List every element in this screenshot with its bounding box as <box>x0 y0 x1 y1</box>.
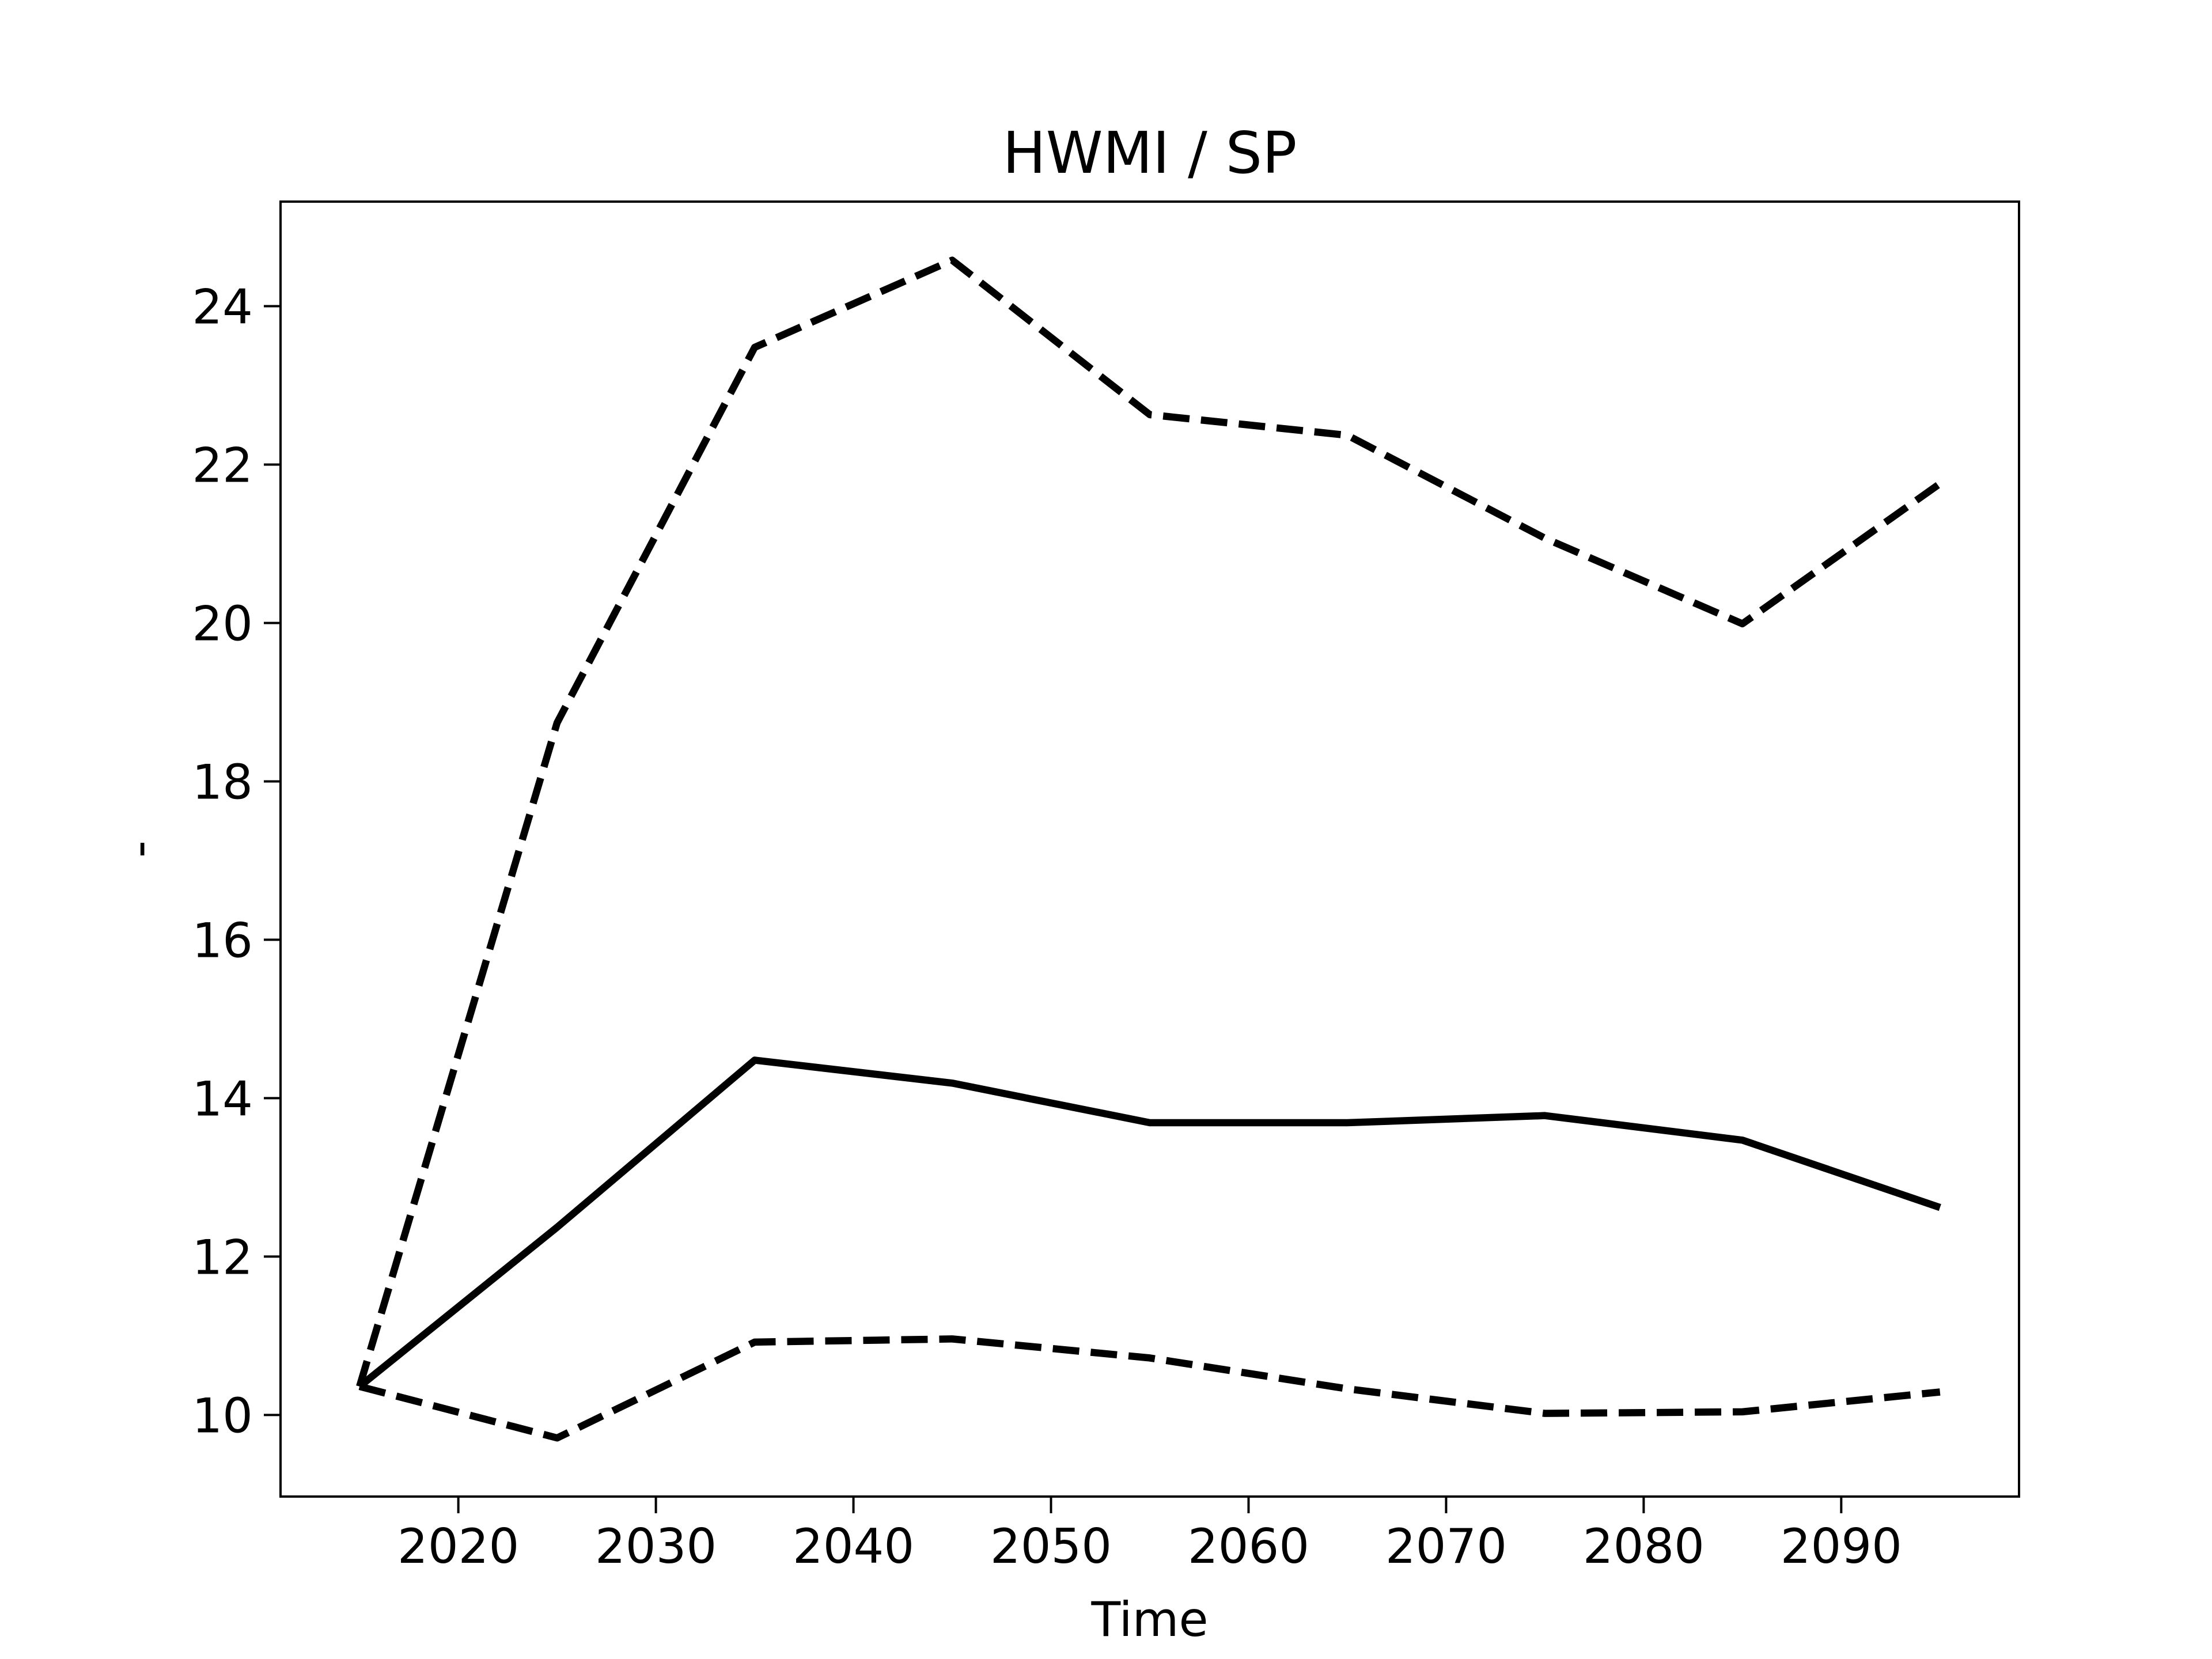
x-tick-label: 2040 <box>793 1518 914 1574</box>
x-tick-label: 2030 <box>595 1518 717 1574</box>
y-tick-label: 10 <box>192 1388 253 1444</box>
x-tick-label: 2050 <box>990 1518 1112 1574</box>
y-tick-label: 20 <box>192 596 253 652</box>
x-axis-label: Time <box>1090 1592 1208 1647</box>
x-tick-label: 2060 <box>1188 1518 1309 1574</box>
line-series <box>357 1056 1941 1389</box>
y-axis-label: - <box>111 840 167 858</box>
y-tick-label: 12 <box>192 1229 253 1285</box>
line-series <box>358 1335 1941 1442</box>
x-tick-label: 2070 <box>1385 1518 1507 1574</box>
line-series <box>356 256 1942 1388</box>
y-tick-label: 24 <box>192 279 253 335</box>
y-tick-label: 16 <box>192 912 253 968</box>
x-tick-label: 2090 <box>1781 1518 1902 1574</box>
plot-frame <box>279 200 2020 1498</box>
chart-title: HWMI / SP <box>1003 119 1297 187</box>
x-tick-label: 2020 <box>397 1518 519 1574</box>
y-tick-label: 22 <box>192 437 253 493</box>
x-tick-label: 2080 <box>1583 1518 1705 1574</box>
y-tick-label: 18 <box>192 754 253 810</box>
y-tick-label: 14 <box>192 1071 253 1127</box>
